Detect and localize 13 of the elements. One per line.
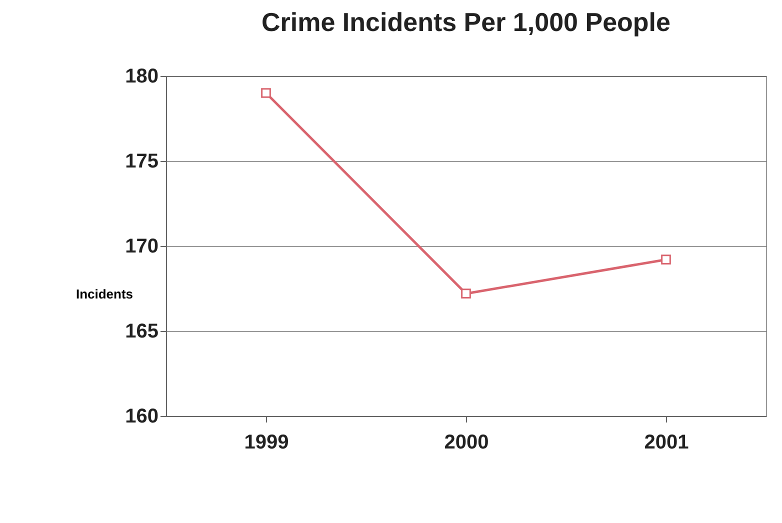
x-tick-label: 2001: [644, 432, 689, 454]
y-tick-label: 160: [125, 406, 158, 428]
point: [261, 88, 271, 98]
y-axis-title: Incidents: [76, 286, 134, 302]
y-tick-label: 170: [125, 236, 158, 258]
y-tick-label: 180: [125, 66, 158, 88]
chart-title: Crime Incidents Per 1,000 People: [262, 7, 670, 37]
x-tick-label: 2000: [444, 432, 489, 454]
y-tick-label: 175: [125, 150, 158, 172]
point: [661, 254, 671, 265]
y-tick-label: 165: [125, 320, 158, 342]
x-tick-label: 1999: [244, 432, 289, 454]
point: [461, 288, 471, 299]
